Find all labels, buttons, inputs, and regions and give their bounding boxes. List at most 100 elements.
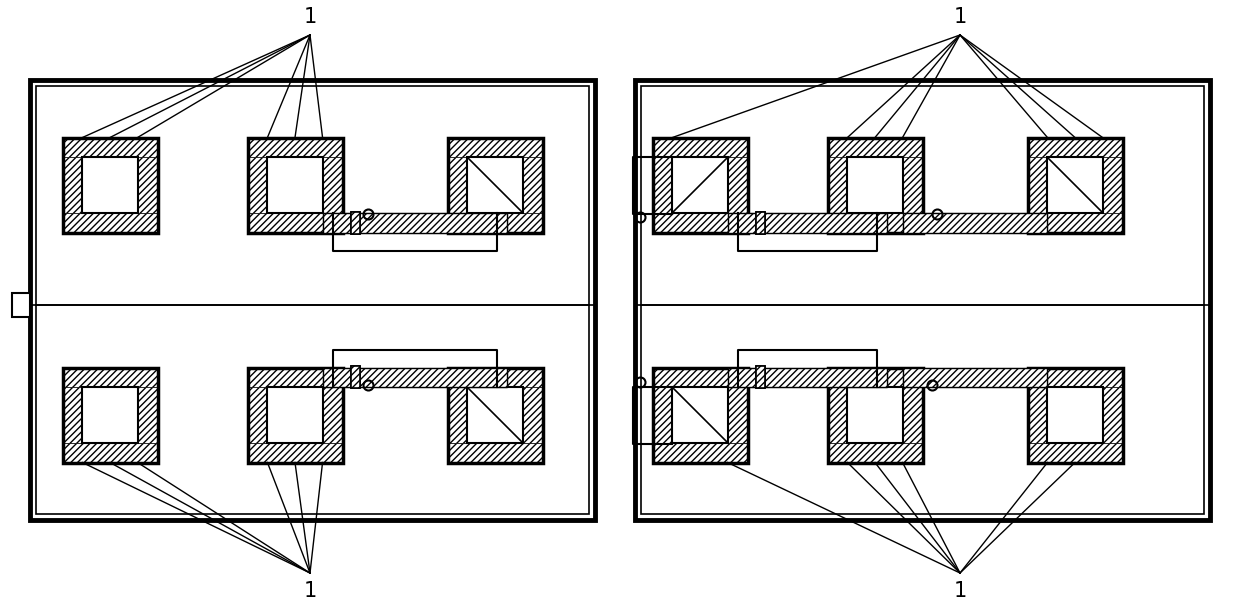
Bar [448, 137, 543, 158]
Bar [728, 213, 888, 233]
Bar [351, 211, 360, 233]
Bar [248, 387, 268, 442]
Bar [652, 137, 748, 233]
Bar [248, 367, 342, 387]
Bar [268, 158, 322, 213]
Bar [903, 367, 1048, 387]
Bar [827, 442, 923, 463]
Bar [827, 367, 923, 463]
Bar [36, 86, 589, 514]
Bar [1028, 367, 1122, 387]
Bar [635, 80, 1210, 520]
Bar [268, 387, 322, 442]
Bar [448, 442, 543, 463]
Bar [1028, 367, 1122, 463]
Bar [351, 211, 360, 233]
Bar [248, 137, 342, 233]
Bar [62, 367, 157, 387]
Bar [652, 367, 748, 463]
Bar [248, 367, 342, 463]
Bar [755, 211, 765, 233]
Bar [322, 213, 507, 233]
Bar [827, 137, 923, 233]
Bar [248, 367, 342, 463]
Bar [322, 367, 507, 387]
Bar [322, 367, 507, 387]
Bar [728, 367, 888, 387]
Bar [827, 137, 923, 158]
Bar [1028, 213, 1122, 233]
Bar [672, 387, 728, 442]
Bar [903, 387, 923, 442]
Bar [62, 442, 157, 463]
Bar [1102, 158, 1122, 213]
Bar [827, 367, 923, 387]
Bar [1028, 137, 1122, 233]
Bar [652, 367, 748, 463]
Bar [138, 158, 157, 213]
Bar [728, 367, 888, 387]
Bar [448, 137, 543, 233]
Bar [62, 367, 157, 463]
Bar [1048, 387, 1102, 442]
Bar [248, 137, 342, 233]
Bar [903, 213, 1048, 233]
Bar [1028, 442, 1122, 463]
Bar [30, 80, 595, 520]
Bar [448, 158, 467, 213]
Text: 1: 1 [304, 581, 316, 601]
Text: 1: 1 [954, 581, 967, 601]
Bar [1028, 137, 1122, 233]
Bar [755, 211, 765, 233]
Bar [62, 137, 157, 158]
Bar [82, 158, 138, 213]
Bar [448, 213, 543, 233]
Bar [322, 367, 507, 387]
Bar [62, 367, 157, 463]
Bar [62, 158, 82, 213]
Bar [62, 213, 157, 233]
Bar [652, 367, 748, 387]
Bar [1028, 387, 1048, 442]
Bar [827, 387, 847, 442]
Bar [62, 137, 157, 233]
Bar [138, 387, 157, 442]
Bar [728, 213, 888, 233]
Bar [641, 86, 1204, 514]
Bar [322, 213, 507, 233]
Bar [12, 293, 30, 317]
Bar [62, 137, 157, 233]
Bar [827, 137, 923, 233]
Bar [448, 367, 543, 463]
Bar [522, 158, 543, 213]
Bar [903, 213, 1048, 233]
Bar [522, 387, 543, 442]
Bar [728, 158, 748, 213]
Bar [728, 213, 888, 233]
Bar [827, 158, 847, 213]
Bar [652, 213, 748, 233]
Bar [635, 80, 1210, 520]
Bar [755, 367, 765, 389]
Bar [827, 213, 923, 233]
Bar [755, 367, 765, 389]
Bar [448, 367, 543, 387]
Bar [847, 158, 903, 213]
Bar [903, 158, 923, 213]
Text: 1: 1 [954, 7, 967, 27]
Bar [322, 158, 342, 213]
Text: 1: 1 [304, 7, 316, 27]
Bar [351, 367, 360, 389]
Bar [903, 367, 1048, 387]
Bar [672, 158, 728, 213]
Bar [467, 387, 522, 442]
Bar [30, 80, 595, 520]
Bar [652, 137, 748, 233]
Bar [652, 158, 672, 213]
Bar [1048, 158, 1102, 213]
Bar [755, 367, 765, 389]
Bar [82, 387, 138, 442]
Bar [448, 367, 543, 463]
Bar [903, 367, 1048, 387]
Bar [351, 367, 360, 389]
